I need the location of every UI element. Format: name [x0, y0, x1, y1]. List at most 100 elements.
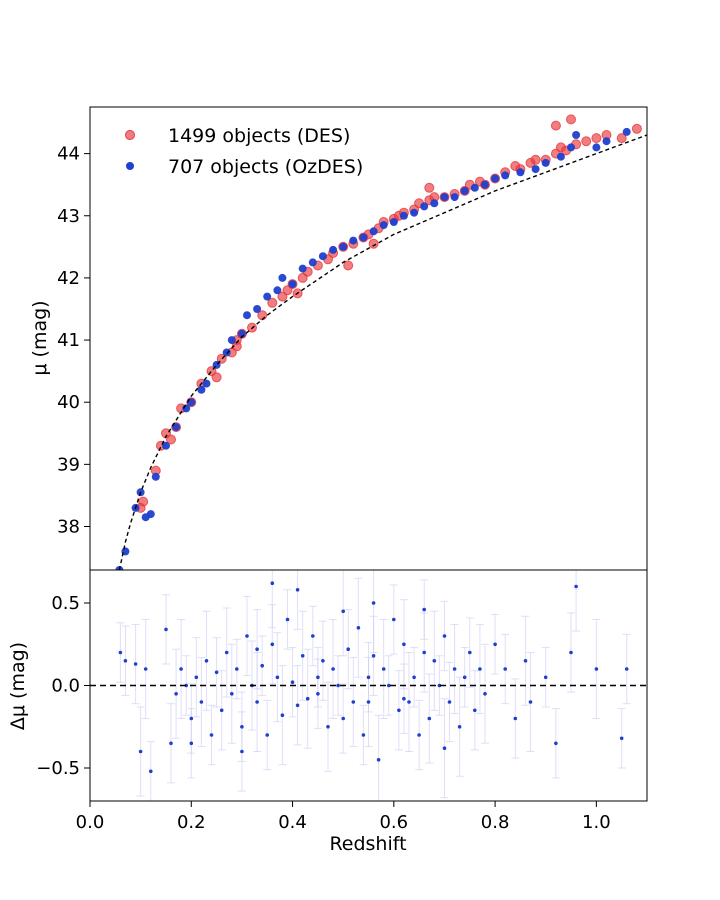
top-y-tick-label: 43 [57, 206, 80, 227]
ozdes-point [369, 227, 378, 236]
top-y-tick-label: 44 [57, 144, 80, 165]
residual-point [594, 667, 599, 671]
residual-point [376, 758, 381, 762]
residual-point [230, 692, 234, 696]
residual-point [169, 741, 173, 746]
ozdes-point [567, 143, 575, 152]
x-tick-label: 0.8 [481, 812, 510, 833]
x-tick-label: 0.6 [379, 812, 408, 833]
residual-point [285, 617, 290, 622]
residual-point [265, 733, 270, 737]
residual-point [255, 700, 259, 704]
ozdes-point [308, 258, 317, 267]
residual-point [392, 617, 396, 622]
des-point [211, 372, 222, 383]
residual-point [503, 667, 508, 671]
ozdes-point [227, 336, 236, 345]
residual-point [412, 675, 416, 680]
residual-point [209, 733, 214, 737]
ozdes-point [602, 137, 611, 146]
residual-point [260, 663, 265, 668]
residual-point [189, 716, 194, 721]
des-point [631, 123, 642, 134]
residual-point [452, 667, 457, 671]
top-y-tick-label: 39 [57, 454, 80, 475]
ozdes-point [481, 180, 489, 189]
residual-point [371, 601, 376, 605]
residual-point [280, 713, 285, 717]
residual-point [442, 746, 447, 750]
residual-point [133, 662, 138, 666]
bottom-y-tick-label: 0.0 [51, 676, 80, 697]
x-tick-label: 0.2 [177, 812, 206, 833]
residual-point [240, 725, 244, 729]
residual-point [341, 716, 346, 721]
ozdes-point [298, 264, 307, 273]
residual-point [336, 683, 340, 688]
residual-point [290, 680, 295, 684]
top-plot-area [115, 114, 647, 570]
ozdes-point [197, 385, 206, 394]
residual-point [574, 584, 578, 589]
residual-point [214, 670, 219, 675]
ozdes-point [389, 218, 398, 226]
residual-point [468, 650, 472, 655]
top-y-tick-label: 42 [57, 268, 80, 289]
residual-point [245, 634, 249, 638]
ozdes-point [379, 221, 388, 230]
x-tick-label: 1.0 [582, 812, 611, 833]
residual-point [366, 700, 371, 704]
residual-point [442, 634, 447, 638]
residual-point [422, 650, 427, 655]
ozdes-point [516, 168, 525, 177]
model-curve [118, 134, 647, 570]
ozdes-point [470, 183, 479, 192]
residual-point [624, 667, 629, 671]
bottom-y-tick-label: −0.5 [36, 758, 80, 779]
des-point [343, 260, 354, 271]
top-panel: 38 39 40 41 42 43 44 μ (mag) 1499 objects (DES… [29, 106, 648, 571]
ozdes-point [278, 273, 287, 282]
ozdes-point [460, 186, 469, 195]
residual-point [513, 716, 518, 721]
residual-point [300, 654, 305, 658]
ozdes-point [172, 423, 181, 432]
legend-label-ozdes: 707 objects (OzDES) [168, 156, 363, 178]
ozdes-point [440, 193, 449, 202]
residual-point [316, 692, 320, 696]
ozdes-point [592, 143, 601, 152]
x-tick-label: 0.4 [278, 812, 307, 833]
residual-point [189, 741, 194, 746]
top-y-tick-label: 41 [57, 330, 80, 351]
residual-point [199, 700, 204, 704]
top-y-axis: 38 39 40 41 42 43 44 [57, 144, 90, 537]
ozdes-point [263, 292, 272, 301]
ozdes-point [162, 441, 170, 450]
ozdes-point [339, 242, 348, 251]
residual-point [270, 642, 275, 647]
residual-point [331, 667, 335, 671]
residual-point [326, 725, 330, 729]
residual-point [543, 675, 548, 680]
des-point [424, 182, 435, 193]
residual-point [447, 700, 452, 704]
bottom-panel: 0.5 0.0 −0.5 0.0 0.2 0.4 0.6 0.8 1.0 Δμ (mag) R… [7, 569, 648, 855]
legend-label-des: 1499 objects (DES) [168, 125, 350, 147]
ozdes-point [572, 131, 581, 139]
residual-point [235, 667, 239, 671]
des-point [616, 133, 627, 144]
residual-point [255, 647, 259, 651]
residual-point [478, 667, 482, 671]
residual-point [351, 700, 356, 704]
residual-point [417, 733, 421, 737]
legend-marker-des [125, 130, 135, 140]
residual-point [432, 659, 437, 663]
residual-point [295, 703, 300, 708]
residual-point [397, 708, 401, 713]
ozdes-point [420, 202, 429, 211]
ozdes-point [222, 348, 231, 357]
ozdes-point [318, 252, 327, 261]
ozdes-point [541, 158, 550, 167]
ozdes-point [243, 311, 251, 320]
